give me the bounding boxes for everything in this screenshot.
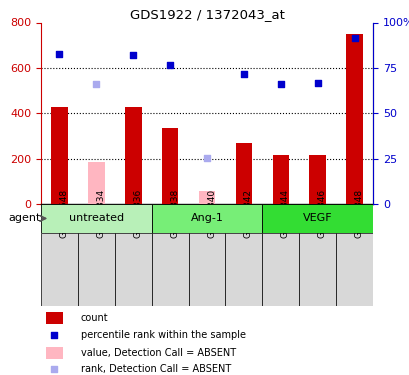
Text: GSM75840: GSM75840: [207, 189, 216, 238]
Bar: [262, 232, 299, 306]
Point: [166, 62, 173, 68]
Text: count: count: [81, 313, 108, 323]
Point: [56, 51, 63, 57]
Text: GSM75548: GSM75548: [59, 189, 68, 238]
Bar: [46, 312, 63, 324]
Bar: [41, 232, 78, 306]
Bar: [198, 191, 215, 204]
Text: GSM75848: GSM75848: [354, 189, 363, 238]
Text: GSM75844: GSM75844: [280, 189, 289, 238]
Bar: [299, 232, 335, 306]
Bar: [309, 156, 325, 204]
Text: GSM75834: GSM75834: [96, 189, 105, 238]
Text: percentile rank within the sample: percentile rank within the sample: [81, 330, 245, 340]
Point: [93, 81, 99, 87]
Point: [240, 71, 247, 77]
Text: GSM75846: GSM75846: [317, 189, 326, 238]
Bar: [262, 204, 372, 232]
Bar: [151, 232, 188, 306]
Text: GSM75836: GSM75836: [133, 189, 142, 238]
Bar: [272, 156, 288, 204]
Bar: [41, 204, 151, 232]
Text: untreated: untreated: [69, 213, 124, 223]
Bar: [151, 204, 262, 232]
Text: rank, Detection Call = ABSENT: rank, Detection Call = ABSENT: [81, 364, 231, 375]
Bar: [346, 34, 362, 204]
Text: value, Detection Call = ABSENT: value, Detection Call = ABSENT: [81, 348, 236, 358]
Bar: [162, 128, 178, 204]
Text: agent: agent: [9, 213, 41, 223]
Text: GSM75842: GSM75842: [243, 189, 252, 238]
Bar: [125, 106, 141, 204]
Text: Ang-1: Ang-1: [190, 213, 223, 223]
Point: [51, 333, 57, 339]
Bar: [46, 346, 63, 359]
Point: [51, 366, 57, 372]
Title: GDS1922 / 1372043_at: GDS1922 / 1372043_at: [129, 8, 284, 21]
Bar: [115, 232, 151, 306]
Point: [277, 81, 283, 87]
Bar: [235, 143, 252, 204]
Point: [351, 35, 357, 41]
Text: VEGF: VEGF: [302, 213, 332, 223]
Bar: [88, 162, 104, 204]
Bar: [51, 106, 67, 204]
Point: [314, 80, 320, 86]
Bar: [225, 232, 262, 306]
Bar: [78, 232, 115, 306]
Text: GSM75838: GSM75838: [170, 189, 179, 238]
Point: [203, 155, 210, 161]
Point: [130, 53, 136, 58]
Bar: [335, 232, 372, 306]
Bar: [188, 232, 225, 306]
